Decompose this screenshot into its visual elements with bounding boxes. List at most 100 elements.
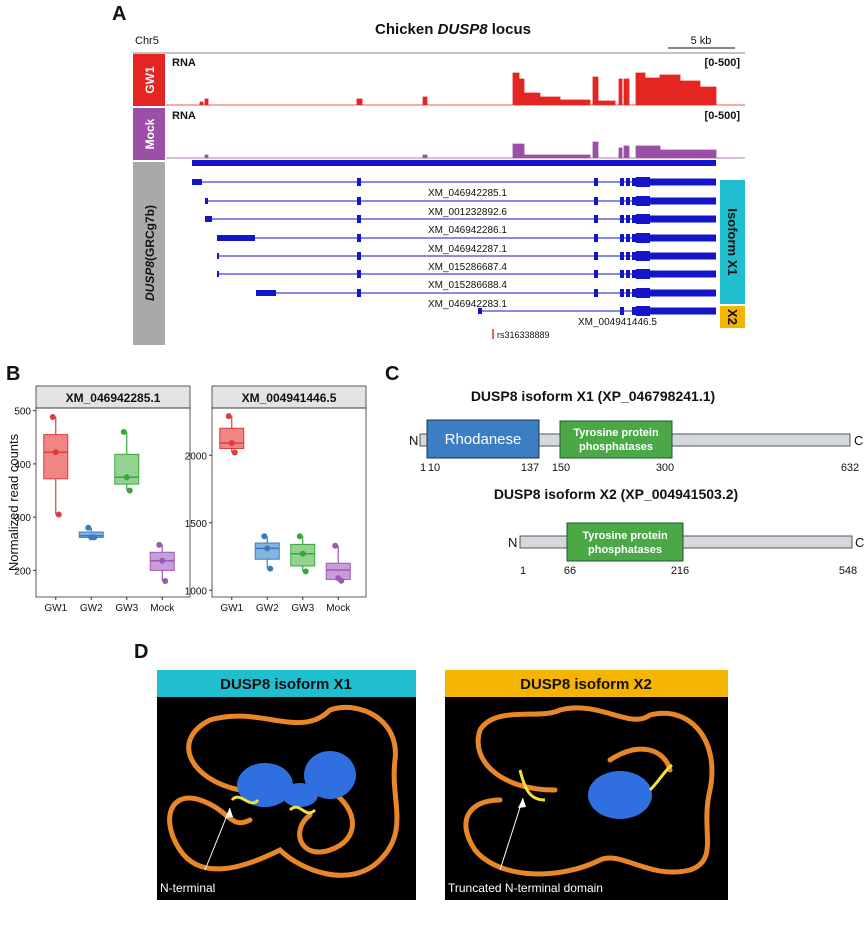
structure-note: Truncated N-terminal domain	[448, 881, 603, 895]
exon	[620, 289, 624, 297]
position: 66	[564, 565, 576, 577]
exon	[636, 177, 650, 187]
point	[267, 565, 274, 572]
c-terminus: C	[854, 433, 863, 448]
exon	[626, 270, 630, 278]
chromosome: Chr5	[135, 35, 159, 47]
exon	[632, 234, 636, 242]
arrow	[499, 797, 524, 871]
arrow-head	[518, 798, 526, 808]
point	[299, 550, 306, 557]
exon	[478, 308, 482, 314]
ribbon	[167, 704, 715, 878]
x-tick-label: Mock	[326, 603, 351, 614]
structure-header	[445, 670, 728, 697]
position: 1	[420, 462, 426, 474]
domain-label: Tyrosine protein	[573, 427, 659, 439]
x-tick-label: GW2	[80, 603, 103, 614]
structure-header	[157, 670, 416, 697]
rhodanese-domain	[426, 419, 540, 459]
exon	[632, 178, 636, 186]
helix-cluster	[237, 751, 652, 819]
exon	[205, 216, 212, 222]
arrow	[204, 807, 231, 871]
structure-title: DUSP8 isoform X1	[220, 676, 352, 693]
scale-label: 5 kb	[691, 35, 712, 47]
exon	[594, 178, 598, 186]
exon	[636, 269, 650, 279]
y-tick-label: 2000	[185, 451, 208, 462]
exon	[626, 178, 630, 186]
exon	[636, 233, 650, 243]
y-tick-label: 1500	[185, 519, 208, 530]
facet-title: XM_004941446.5	[242, 391, 337, 405]
panel-label: A	[112, 3, 126, 25]
ptp-domain	[559, 420, 673, 459]
point	[120, 428, 127, 435]
transcript-label: XM_015286688.4	[428, 280, 507, 291]
loop-highlight	[230, 763, 673, 815]
point	[126, 487, 133, 494]
gene-bar	[192, 160, 716, 166]
exon	[650, 215, 716, 223]
position: 548	[839, 565, 857, 577]
isoform-label: X2	[725, 309, 740, 325]
track-label-box	[133, 108, 165, 160]
box	[114, 453, 140, 485]
exon	[650, 178, 716, 186]
arrow-head	[225, 808, 233, 818]
track-range: [0-500]	[705, 110, 741, 122]
position: 137	[521, 462, 539, 474]
transcript-label: XM_001232892.6	[428, 207, 507, 218]
y-tick-label: 200	[14, 566, 31, 577]
x-tick-label: GW2	[256, 603, 279, 614]
exon	[620, 215, 624, 223]
plot-frame	[211, 407, 367, 598]
domain-label: Rhodanese	[445, 431, 522, 448]
exon	[650, 307, 716, 315]
transcript-label: XM_015286687.4	[428, 262, 507, 273]
track-name: GW1	[143, 66, 157, 94]
exon	[626, 252, 630, 260]
point	[91, 534, 98, 541]
gene-label: DUSP8(GRCg7b)	[143, 205, 157, 301]
point	[261, 533, 268, 540]
point	[52, 449, 59, 456]
exon	[620, 307, 624, 315]
position: 216	[671, 565, 689, 577]
exon	[357, 270, 361, 278]
y-axis-label: Normalized read counts	[6, 433, 21, 571]
exon	[357, 289, 361, 297]
x-tick-label: Mock	[150, 603, 175, 614]
locus-title: Chicken DUSP8 locus	[375, 21, 531, 38]
facet-title: XM_046942285.1	[66, 391, 161, 405]
n-terminus: N	[508, 535, 517, 550]
exon	[632, 197, 636, 205]
exon	[594, 252, 598, 260]
exon	[357, 252, 361, 260]
x-tick-label: GW3	[291, 603, 314, 614]
track-range: [0-500]	[705, 57, 741, 69]
exon	[256, 290, 276, 296]
y-tick-label: 500	[14, 407, 31, 418]
position: 632	[841, 462, 859, 474]
c-terminus: C	[855, 535, 864, 550]
plot-frame	[35, 407, 191, 598]
x-tick-label: GW1	[44, 603, 67, 614]
isoform-title: DUSP8 isoform X1 (XP_046798241.1)	[471, 388, 715, 404]
exon	[620, 197, 624, 205]
point	[55, 511, 62, 518]
exon	[357, 215, 361, 223]
exon	[636, 196, 650, 206]
y-tick-label: 1000	[185, 586, 208, 597]
track-type: RNA	[172, 57, 196, 69]
exon	[620, 270, 624, 278]
transcript-label: XM_046942285.1	[428, 188, 507, 199]
point	[156, 541, 163, 548]
point	[296, 533, 303, 540]
exon	[650, 234, 716, 242]
point	[264, 545, 271, 552]
exon	[594, 197, 598, 205]
exon	[192, 179, 202, 185]
